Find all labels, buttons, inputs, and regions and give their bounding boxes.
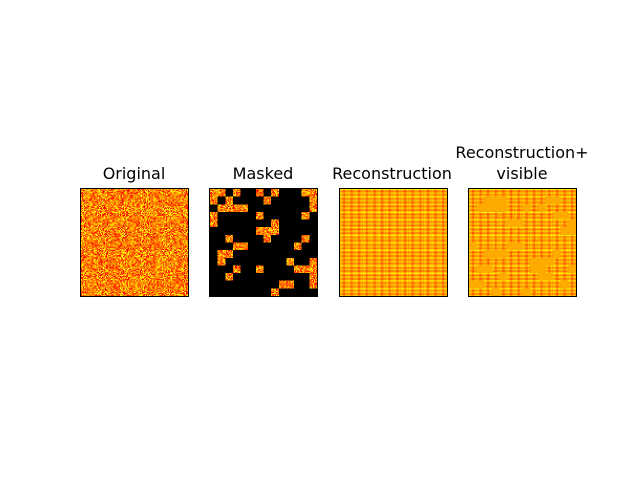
image-original	[81, 189, 188, 296]
panel-reconstruction	[339, 188, 448, 297]
panel-title-reconstruction-visible: Reconstruction+ visible	[455, 143, 589, 183]
panel-title-masked: Masked	[232, 164, 294, 183]
image-reconstruction-visible	[469, 189, 576, 296]
image-reconstruction	[340, 189, 447, 296]
panel-reconstruction-visible	[468, 188, 577, 297]
image-masked	[210, 189, 317, 296]
panel-original	[80, 188, 189, 297]
panel-masked	[209, 188, 318, 297]
panel-title-reconstruction: Reconstruction	[332, 164, 452, 183]
panel-title-original: Original	[102, 164, 166, 183]
